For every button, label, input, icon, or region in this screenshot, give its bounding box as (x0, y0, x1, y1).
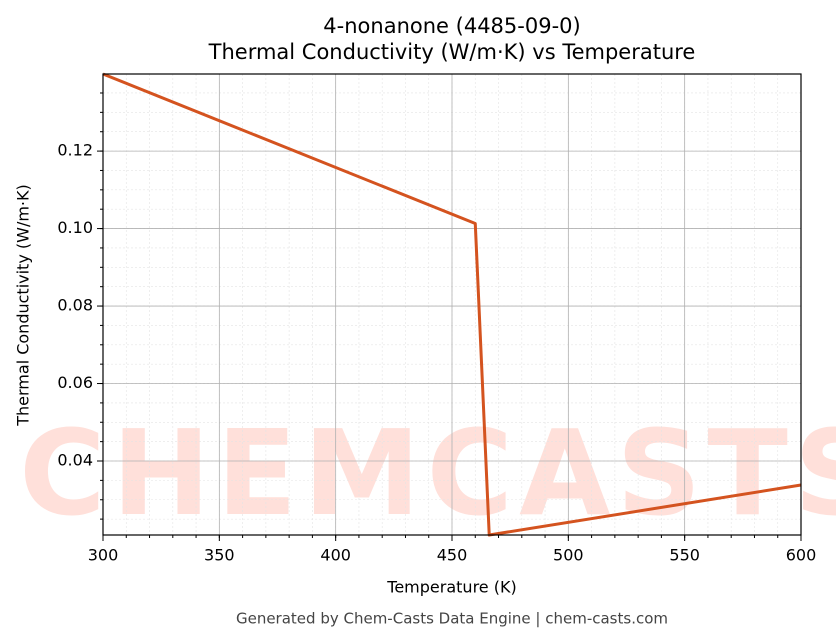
chart-subtitle: Thermal Conductivity (W/m·K) vs Temperat… (208, 40, 696, 64)
x-tick-label: 600 (786, 546, 817, 565)
footer: Generated by Chem-Casts Data Engine | ch… (236, 610, 668, 628)
data-line (102, 72, 802, 537)
y-tick-label: 0.10 (57, 218, 93, 237)
x-tick-label: 400 (320, 546, 351, 565)
y-axis-label: Thermal Conductivity (W/m·K) (14, 184, 33, 427)
y-tick-label: 0.12 (57, 141, 93, 160)
y-tick-label: 0.06 (57, 373, 93, 392)
x-tick-label: 550 (669, 546, 700, 565)
x-tick-label: 450 (437, 546, 468, 565)
plot-frame (102, 73, 802, 536)
x-tick-label: 350 (204, 546, 235, 565)
x-axis-label: Temperature (K) (386, 578, 516, 597)
y-tick-label: 0.04 (57, 451, 93, 470)
x-tick-label: 500 (553, 546, 584, 565)
y-tick-label: 0.08 (57, 296, 93, 315)
chart-title: 4-nonanone (4485-09-0) (323, 14, 580, 38)
x-tick-label: 300 (88, 546, 119, 565)
watermark: CHEMCASTS (19, 404, 836, 542)
